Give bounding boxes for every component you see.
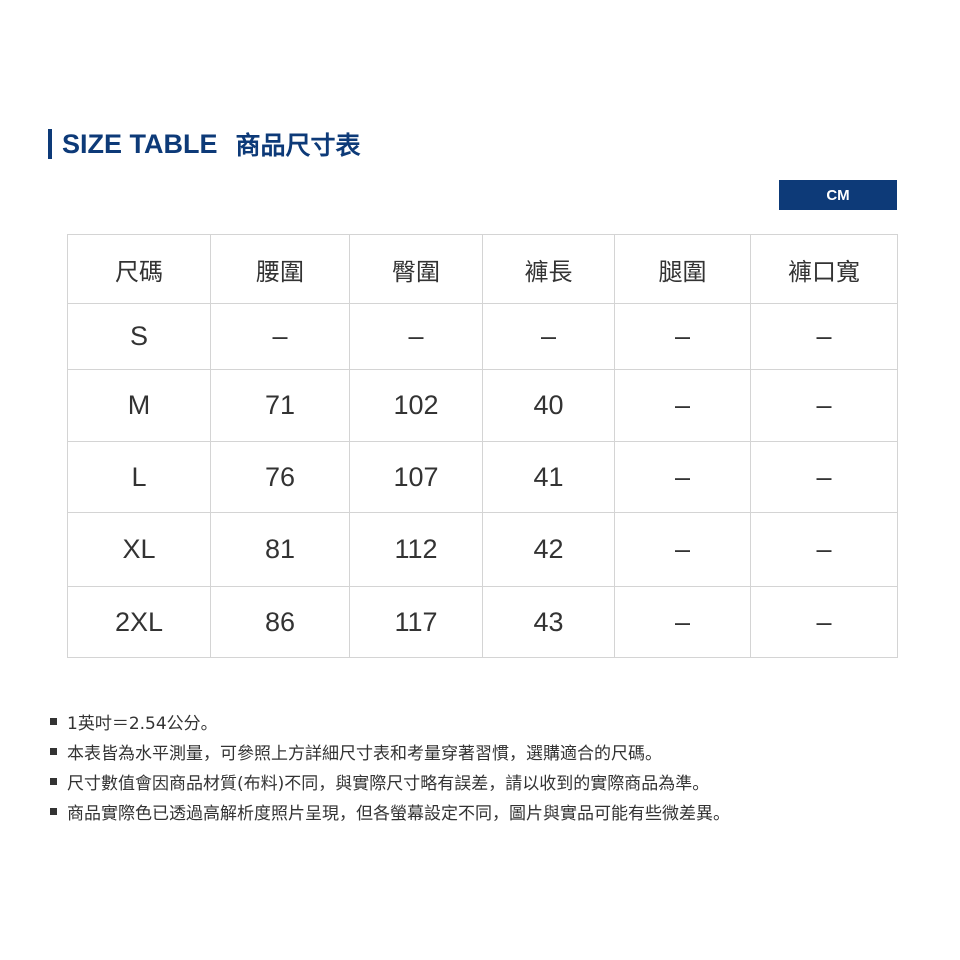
bullet-icon [50,747,57,755]
table-cell: – [614,586,751,658]
note-text: 本表皆為水平測量，可參照上方詳細尺寸表和考量穿著習慣，選購適合的尺碼。 [67,743,662,764]
title-en: SIZE TABLE [62,128,218,159]
table-cell: 117 [349,586,483,658]
note-item: 1英吋＝2.54公分。 [50,706,730,736]
table-row: M 71 102 40– – [67,369,898,442]
table-cell: – [614,369,751,442]
table-row: S – – – – – [67,303,898,370]
table-cell: S [67,303,211,370]
table-cell: 41 [482,441,615,513]
note-text: 1英吋＝2.54公分。 [67,713,218,734]
table-header-row: 尺碼 腰圍 臀圍 褲長 腿圍 褲口寬 [67,234,898,304]
table-cell: – [614,441,751,513]
note-item: 本表皆為水平測量，可參照上方詳細尺寸表和考量穿著習慣，選購適合的尺碼。 [50,736,730,766]
page-title: SIZE TABLE 商品尺寸表 [48,128,361,160]
table-cell: – [614,512,751,587]
note-item: 尺寸數值會因商品材質(布料)不同，與實際尺寸略有誤差，請以收到的實際商品為準。 [50,766,730,796]
bullet-icon [50,777,57,785]
table-cell: 76 [210,441,350,513]
table-row: XL 81 112 42– – [67,512,898,587]
bullet-icon [50,807,57,815]
table-row: 2XL 86 117 43– – [67,586,898,658]
table-cell: M [67,369,211,442]
table-row: L 76 107 41– – [67,441,898,513]
table-cell: – [614,303,751,370]
table-cell: – [210,303,350,370]
table-cell: 81 [210,512,350,587]
table-cell: – [750,441,898,513]
column-header: 褲口寬 [750,234,898,304]
title-zh: 商品尺寸表 [235,131,361,160]
table-cell: 102 [349,369,483,442]
column-header: 臀圍 [349,234,483,304]
table-cell: L [67,441,211,513]
table-cell: – [349,303,483,370]
table-cell: 2XL [67,586,211,658]
table-cell: 107 [349,441,483,513]
column-header: 腰圍 [210,234,350,304]
table-cell: 40 [482,369,615,442]
table-cell: 71 [210,369,350,442]
table-cell: XL [67,512,211,587]
bullet-icon [50,717,57,725]
table-cell: 43 [482,586,615,658]
unit-badge: CM [779,180,897,210]
title-accent-bar [48,129,52,159]
table-cell: 42 [482,512,615,587]
note-text: 尺寸數值會因商品材質(布料)不同，與實際尺寸略有誤差，請以收到的實際商品為準。 [67,773,710,794]
note-item: 商品實際色已透過高解析度照片呈現，但各螢幕設定不同，圖片與實品可能有些微差異。 [50,796,730,826]
table-cell: – [482,303,615,370]
column-header: 尺碼 [67,234,211,304]
table-cell: – [750,586,898,658]
table-cell: – [750,512,898,587]
notes-list: 1英吋＝2.54公分。本表皆為水平測量，可參照上方詳細尺寸表和考量穿著習慣，選購… [50,706,730,826]
table-cell: – [750,369,898,442]
size-table: 尺碼 腰圍 臀圍 褲長 腿圍 褲口寬 S – – – – – M 71 102 40– – L 76 107 41– –… [67,234,898,658]
note-text: 商品實際色已透過高解析度照片呈現，但各螢幕設定不同，圖片與實品可能有些微差異。 [67,803,730,824]
table-cell: 112 [349,512,483,587]
column-header: 腿圍 [614,234,751,304]
table-cell: – [750,303,898,370]
column-header: 褲長 [482,234,615,304]
table-cell: 86 [210,586,350,658]
